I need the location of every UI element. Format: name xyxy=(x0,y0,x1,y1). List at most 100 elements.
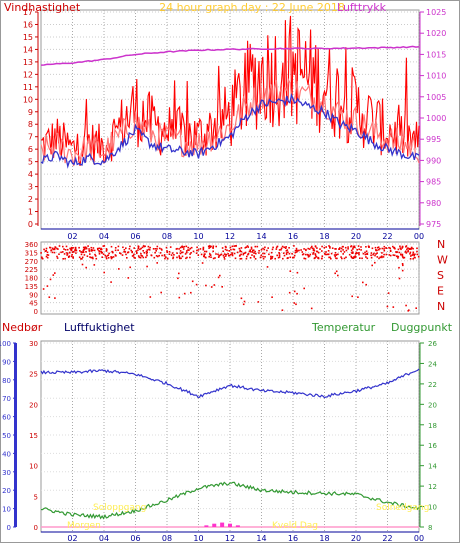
direction-dot xyxy=(379,247,381,250)
direction-dot xyxy=(387,292,390,294)
direction-dot xyxy=(81,256,84,259)
direction-dot xyxy=(220,253,223,256)
direction-dot xyxy=(205,284,207,287)
direction-dot xyxy=(416,253,419,256)
direction-dot xyxy=(108,252,110,255)
direction-dot xyxy=(312,252,315,254)
wind-average-series xyxy=(40,77,420,167)
direction-dot xyxy=(295,247,298,250)
wind-tick-label: 4 xyxy=(28,170,33,179)
direction-dot xyxy=(209,254,212,256)
humidity-tick-label: 10 xyxy=(29,463,38,471)
direction-dot xyxy=(266,249,268,252)
wind-average-line xyxy=(40,77,420,167)
direction-dot xyxy=(98,253,101,255)
temperature-tick-label: 22 xyxy=(428,381,437,389)
direction-dot xyxy=(228,250,230,252)
direction-dot xyxy=(283,254,286,257)
direction-dot xyxy=(416,247,418,250)
direction-dot xyxy=(249,249,251,251)
direction-dot xyxy=(133,256,135,259)
direction-dot xyxy=(58,245,61,247)
direction-dot xyxy=(212,257,215,260)
direction-dot xyxy=(207,245,210,248)
direction-dot xyxy=(163,254,166,256)
direction-dot xyxy=(354,246,356,249)
direction-dot xyxy=(357,245,360,247)
direction-tick-label: 315 xyxy=(25,249,38,257)
direction-dot xyxy=(136,252,138,255)
direction-dot xyxy=(394,247,396,250)
direction-dot xyxy=(350,249,353,252)
direction-dot xyxy=(105,248,108,250)
direction-dot xyxy=(205,250,208,253)
direction-dot xyxy=(271,255,274,258)
direction-dot xyxy=(89,253,91,255)
direction-dot xyxy=(294,251,297,254)
temperature-tick-label: 26 xyxy=(428,340,437,348)
direction-tick-label: 360 xyxy=(25,241,38,249)
direction-dot xyxy=(329,247,331,249)
direction-dot xyxy=(156,262,158,264)
direction-dot xyxy=(253,256,256,258)
direction-dot xyxy=(119,252,121,254)
direction-dot xyxy=(72,247,74,249)
direction-dot xyxy=(45,255,48,258)
direction-dot xyxy=(344,246,347,249)
direction-dot xyxy=(183,292,186,295)
direction-dot xyxy=(392,245,394,248)
direction-dot xyxy=(289,270,292,272)
wind-tick-label: 14 xyxy=(23,45,33,54)
direction-dot xyxy=(312,247,314,250)
direction-dot xyxy=(358,248,360,251)
direction-dot xyxy=(122,246,124,249)
direction-dot xyxy=(343,257,346,260)
direction-dot xyxy=(398,277,401,280)
lower-x-tick-label: 06 xyxy=(130,534,140,543)
direction-dot xyxy=(310,246,312,249)
direction-dot xyxy=(56,247,58,250)
direction-dot xyxy=(357,296,359,298)
wind-x-tick-label: 16 xyxy=(288,232,298,241)
direction-dot xyxy=(164,257,166,260)
direction-dot xyxy=(293,254,296,257)
direction-dot xyxy=(365,246,367,248)
direction-dot xyxy=(178,296,181,299)
direction-dot xyxy=(191,280,194,283)
direction-dot xyxy=(223,256,225,258)
direction-dot xyxy=(63,253,66,255)
direction-dot xyxy=(405,252,408,254)
direction-tick-label: 135 xyxy=(25,283,38,291)
lower-x-tick-label: 00 xyxy=(414,534,424,543)
direction-dot xyxy=(40,252,42,254)
direction-dot xyxy=(222,254,225,257)
direction-dot xyxy=(298,249,300,252)
direction-dot xyxy=(143,245,145,248)
direction-dot xyxy=(386,305,389,308)
direction-tick-label: 0 xyxy=(34,308,38,316)
direction-dot xyxy=(343,251,346,253)
direction-dot xyxy=(295,251,298,253)
direction-dot xyxy=(274,257,276,260)
direction-dot xyxy=(156,248,158,250)
direction-dot xyxy=(240,253,242,256)
direction-dot xyxy=(141,246,144,249)
direction-dot xyxy=(379,256,381,259)
direction-dot xyxy=(278,256,281,258)
direction-dot xyxy=(327,253,330,255)
direction-dot xyxy=(340,247,343,250)
direction-dot xyxy=(75,252,77,254)
wind-x-tick-label: 00 xyxy=(414,232,424,241)
direction-dot xyxy=(382,256,385,258)
direction-dot xyxy=(278,254,281,257)
direction-dot xyxy=(135,251,138,254)
nedbor-tick-label: 90 xyxy=(2,358,11,366)
direction-dot xyxy=(44,250,47,252)
direction-dot xyxy=(170,254,173,256)
direction-dot xyxy=(86,255,89,257)
direction-dot xyxy=(231,245,234,248)
direction-dot xyxy=(144,245,146,248)
direction-dot xyxy=(217,253,219,256)
direction-dot xyxy=(231,254,234,257)
direction-dot xyxy=(306,253,309,256)
